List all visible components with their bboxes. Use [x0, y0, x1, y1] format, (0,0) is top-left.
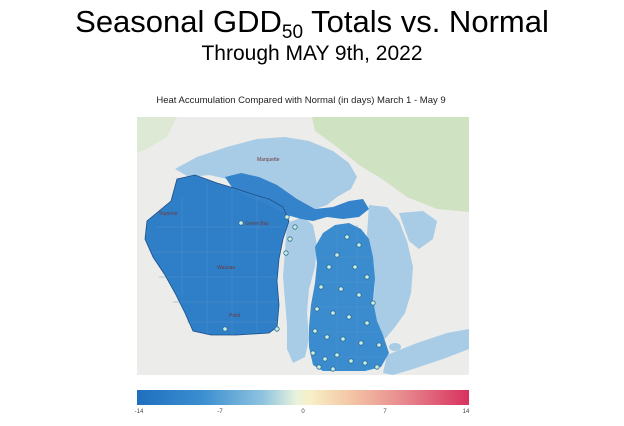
station-marker[interactable] — [330, 310, 336, 316]
label-point: Point — [229, 313, 241, 319]
station-marker[interactable] — [356, 292, 362, 298]
station-marker[interactable] — [334, 352, 340, 358]
colorbar-tick-min: -14 — [134, 409, 144, 415]
city-labels: Superior Green Bay Wausau Marquette Poin… — [159, 157, 280, 319]
station-marker[interactable] — [314, 306, 320, 312]
station-marker[interactable] — [356, 242, 362, 248]
station-marker[interactable] — [326, 264, 332, 270]
station-marker[interactable] — [346, 314, 352, 320]
title-tail: Totals vs. Normal — [303, 4, 549, 39]
label-green-bay: Green Bay — [245, 221, 269, 227]
station-marker[interactable] — [370, 300, 376, 306]
upper-peninsula[interactable] — [225, 173, 369, 221]
colorbar-tick-max: 14 — [462, 409, 470, 415]
title-main: Seasonal GDD — [75, 4, 282, 39]
canada-region — [312, 117, 469, 212]
station-marker[interactable] — [284, 214, 290, 220]
station-marker[interactable] — [338, 286, 344, 292]
station-marker[interactable] — [364, 274, 370, 280]
station-marker[interactable] — [238, 220, 244, 226]
colorbar-tick-neg7: -7 — [217, 409, 223, 415]
station-marker[interactable] — [358, 340, 364, 346]
colorbar-tick-pos7: 7 — [383, 409, 387, 415]
station-marker[interactable] — [283, 250, 289, 256]
label-superior: Superior — [159, 211, 178, 217]
map-svg: Superior Green Bay Wausau Marquette Poin… — [137, 117, 469, 375]
station-marker[interactable] — [322, 356, 328, 362]
station-marker[interactable] — [334, 252, 340, 258]
station-marker[interactable] — [352, 264, 358, 270]
georgian-bay — [399, 211, 437, 249]
station-marker[interactable] — [344, 234, 350, 240]
station-marker[interactable] — [330, 366, 336, 372]
station-marker[interactable] — [324, 334, 330, 340]
slide-title: Seasonal GDD50 Totals vs. Normal — [0, 2, 624, 42]
label-marquette: Marquette — [257, 157, 280, 163]
slide-subtitle: Through MAY 9th, 2022 — [201, 42, 423, 65]
station-marker[interactable] — [376, 342, 382, 348]
station-marker[interactable] — [318, 284, 324, 290]
lake-st-clair — [389, 343, 401, 351]
station-marker[interactable] — [292, 224, 298, 230]
wisconsin-border — [144, 174, 290, 336]
colorbar — [137, 390, 469, 405]
lake-huron — [367, 205, 413, 339]
lake-erie — [383, 329, 469, 375]
station-marker[interactable] — [362, 360, 368, 366]
station-marker[interactable] — [348, 358, 354, 364]
station-marker[interactable] — [222, 326, 228, 332]
station-marker[interactable] — [287, 236, 293, 242]
label-wausau: Wausau — [217, 265, 235, 271]
station-marker[interactable] — [312, 328, 318, 334]
station-marker[interactable] — [316, 364, 322, 370]
wisconsin[interactable] — [145, 175, 289, 335]
station-marker[interactable] — [374, 364, 380, 370]
map-panel[interactable]: Superior Green Bay Wausau Marquette Poin… — [137, 117, 469, 375]
station-marker[interactable] — [364, 320, 370, 326]
canada-west-region — [137, 117, 177, 153]
county-lines — [151, 183, 387, 371]
lake-superior — [175, 137, 357, 209]
colorbar-tick-zero: 0 — [301, 409, 305, 415]
lower-peninsula[interactable] — [309, 223, 389, 371]
station-markers — [222, 214, 382, 372]
station-marker[interactable] — [274, 326, 280, 332]
station-marker[interactable] — [340, 336, 346, 342]
map-title: Heat Accumulation Compared with Normal (… — [156, 95, 446, 106]
station-marker[interactable] — [310, 350, 316, 356]
lake-michigan — [283, 217, 317, 363]
title-subscript: 50 — [281, 22, 304, 43]
